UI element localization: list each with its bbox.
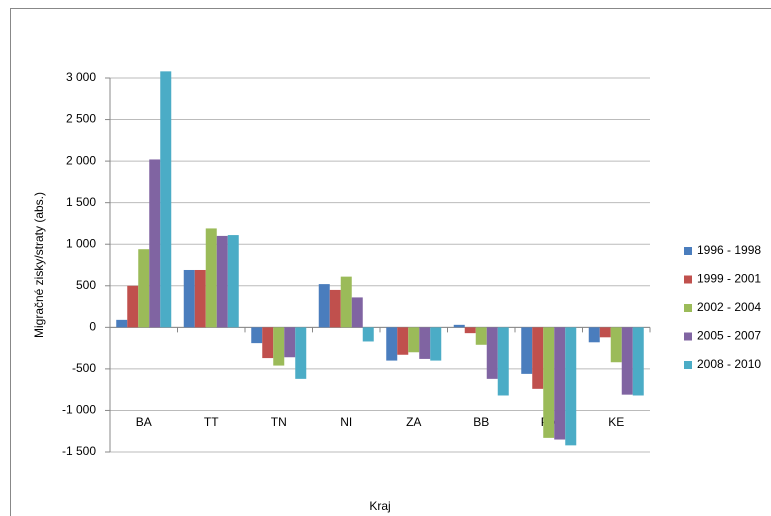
bar <box>138 249 150 328</box>
x-tick-label: TT <box>204 415 219 429</box>
bar <box>497 327 509 396</box>
legend-swatch <box>684 275 692 284</box>
bar <box>205 228 217 328</box>
bar <box>588 327 600 343</box>
legend-label: 2005 - 2007 <box>697 329 761 343</box>
legend-swatch <box>684 304 692 312</box>
legend-label: 1996 - 1998 <box>697 243 761 257</box>
bar <box>351 297 363 328</box>
x-axis-title: Kraj <box>369 499 390 513</box>
bar <box>227 235 239 328</box>
legend-swatch <box>684 361 692 369</box>
x-tick-label: ZA <box>406 415 421 429</box>
bar <box>127 285 139 328</box>
bar <box>430 327 442 361</box>
y-tick-label: 2 500 <box>66 112 96 126</box>
bar <box>149 159 161 328</box>
x-tick-label: TN <box>271 415 287 429</box>
y-tick-label: 1 000 <box>66 236 96 250</box>
chart-border <box>10 8 771 516</box>
bar <box>408 327 420 353</box>
bar <box>183 269 195 328</box>
bar <box>284 327 296 358</box>
bar <box>453 324 465 328</box>
x-tick-label: KE <box>608 415 624 429</box>
y-tick-label: -1 500 <box>62 444 96 458</box>
y-tick-label: 0 <box>89 320 96 334</box>
bar <box>521 327 533 374</box>
bar <box>464 327 476 334</box>
legend-swatch <box>684 247 692 255</box>
bar <box>554 327 566 440</box>
x-tick-label: BA <box>136 415 152 429</box>
bar <box>116 319 128 328</box>
bar <box>329 289 341 328</box>
bar <box>419 327 431 359</box>
bar <box>386 327 398 361</box>
bar <box>532 327 544 389</box>
y-tick-label: 3 000 <box>66 70 96 84</box>
y-tick-label: -500 <box>72 361 96 375</box>
y-tick-label: 500 <box>76 278 96 292</box>
bar <box>565 327 577 446</box>
bar <box>397 327 409 355</box>
bar <box>362 327 374 342</box>
y-tick-label: 1 500 <box>66 195 96 209</box>
bar <box>216 235 228 328</box>
bar <box>475 327 487 345</box>
y-tick-label: -1 000 <box>62 403 96 417</box>
bar <box>295 327 307 379</box>
legend-label: 1999 - 2001 <box>697 272 761 286</box>
bar <box>262 327 274 359</box>
legend-swatch <box>684 332 692 341</box>
bar <box>340 276 352 328</box>
bar <box>610 327 622 363</box>
bar <box>251 327 263 344</box>
bar <box>632 327 644 396</box>
bar <box>621 327 633 395</box>
x-tick-label: BB <box>473 415 489 429</box>
bar <box>543 327 555 438</box>
y-axis-title: Migračné zisky/straty (abs.) <box>32 192 46 338</box>
x-tick-label: NI <box>340 415 352 429</box>
bar <box>318 284 330 328</box>
bar <box>486 327 498 379</box>
bar <box>273 327 285 366</box>
legend-label: 2002 - 2004 <box>697 300 761 314</box>
bar <box>194 269 206 328</box>
bar <box>160 71 172 328</box>
y-tick-label: 2 000 <box>66 153 96 167</box>
legend-label: 2008 - 2010 <box>697 357 761 371</box>
bar <box>599 327 611 338</box>
